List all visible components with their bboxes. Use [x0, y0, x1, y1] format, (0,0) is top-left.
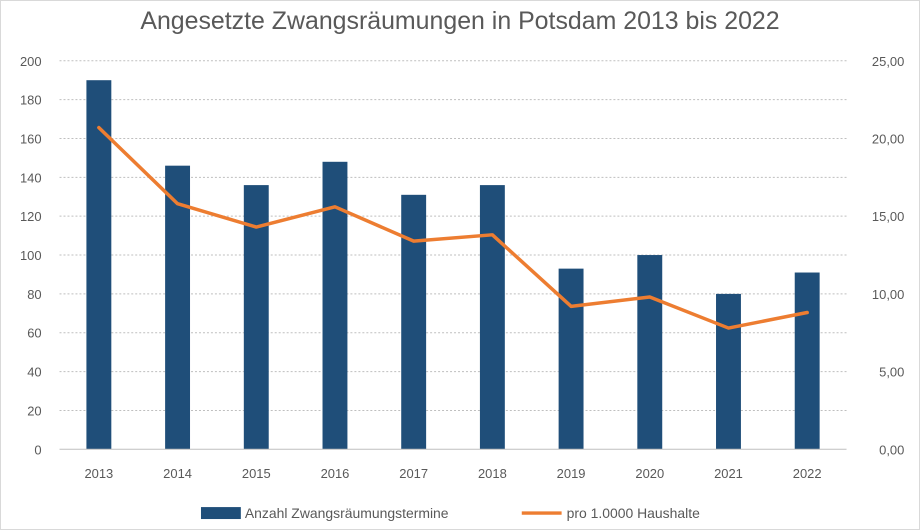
x-tick-label: 2014 [163, 466, 192, 481]
line-path [97, 125, 809, 330]
bar [322, 161, 348, 450]
y-right-tick-label: 25,00 [872, 54, 904, 69]
bar-series [86, 80, 820, 450]
x-tick-label: 2013 [84, 466, 113, 481]
y-left-tick-label: 60 [27, 326, 41, 341]
legend-swatch-bar [200, 507, 241, 520]
x-tick-label: 2022 [793, 466, 822, 481]
bar [401, 194, 427, 450]
x-tick-label: 2021 [714, 466, 743, 481]
bar [165, 165, 191, 450]
bar [558, 268, 584, 450]
bar [243, 185, 269, 450]
y-right-tick-label: 10,00 [872, 287, 904, 302]
y-left-tick-label: 140 [20, 170, 42, 185]
bar [637, 255, 663, 450]
bar [716, 293, 741, 450]
y-left-tick-label: 80 [27, 287, 41, 302]
x-tick-label: 2016 [321, 466, 350, 481]
legend-label-line: pro 1.0000 Haushalte [567, 505, 701, 521]
chart-title: Angesetzte Zwangsräumungen in Potsdam 20… [140, 7, 779, 35]
legend-label-bar: Anzahl Zwangsräumungstermine [245, 505, 449, 521]
y-right-tick-label: 0,00 [879, 442, 904, 457]
x-tick-label: 2019 [557, 466, 586, 481]
x-axis: 2013 2014 2015 2016 2017 2018 2019 2020 2021 2022 [84, 466, 821, 481]
y-right-tick-label: 20,00 [872, 131, 904, 146]
y-right-tick-label: 5,00 [879, 365, 904, 380]
y-left-tick-label: 120 [20, 209, 42, 224]
x-tick-label: 2020 [635, 466, 664, 481]
x-tick-label: 2015 [242, 466, 271, 481]
y-left-tick-label: 180 [20, 93, 42, 108]
bar [479, 185, 505, 450]
y-right-tick-label: 15,00 [872, 209, 904, 224]
line-series [97, 125, 809, 330]
bar [86, 80, 112, 450]
bar [794, 272, 820, 450]
y-left-tick-label: 160 [20, 131, 42, 146]
y-left-tick-label: 0 [34, 442, 41, 457]
x-tick-label: 2018 [478, 466, 507, 481]
y-left-tick-label: 20 [27, 403, 41, 418]
y-left-tick-label: 100 [20, 248, 42, 263]
y-left-tick-label: 40 [27, 365, 41, 380]
legend: Anzahl Zwangsräumungstermine pro 1.0000 … [200, 505, 701, 521]
y-left-tick-label: 200 [20, 54, 42, 69]
y-axis-right: 0,00 5,00 10,00 15,00 20,00 25,00 [872, 54, 904, 458]
y-axis-left: 0 20 40 60 80 100 120 140 160 180 200 [20, 54, 42, 458]
x-tick-label: 2017 [399, 466, 428, 481]
